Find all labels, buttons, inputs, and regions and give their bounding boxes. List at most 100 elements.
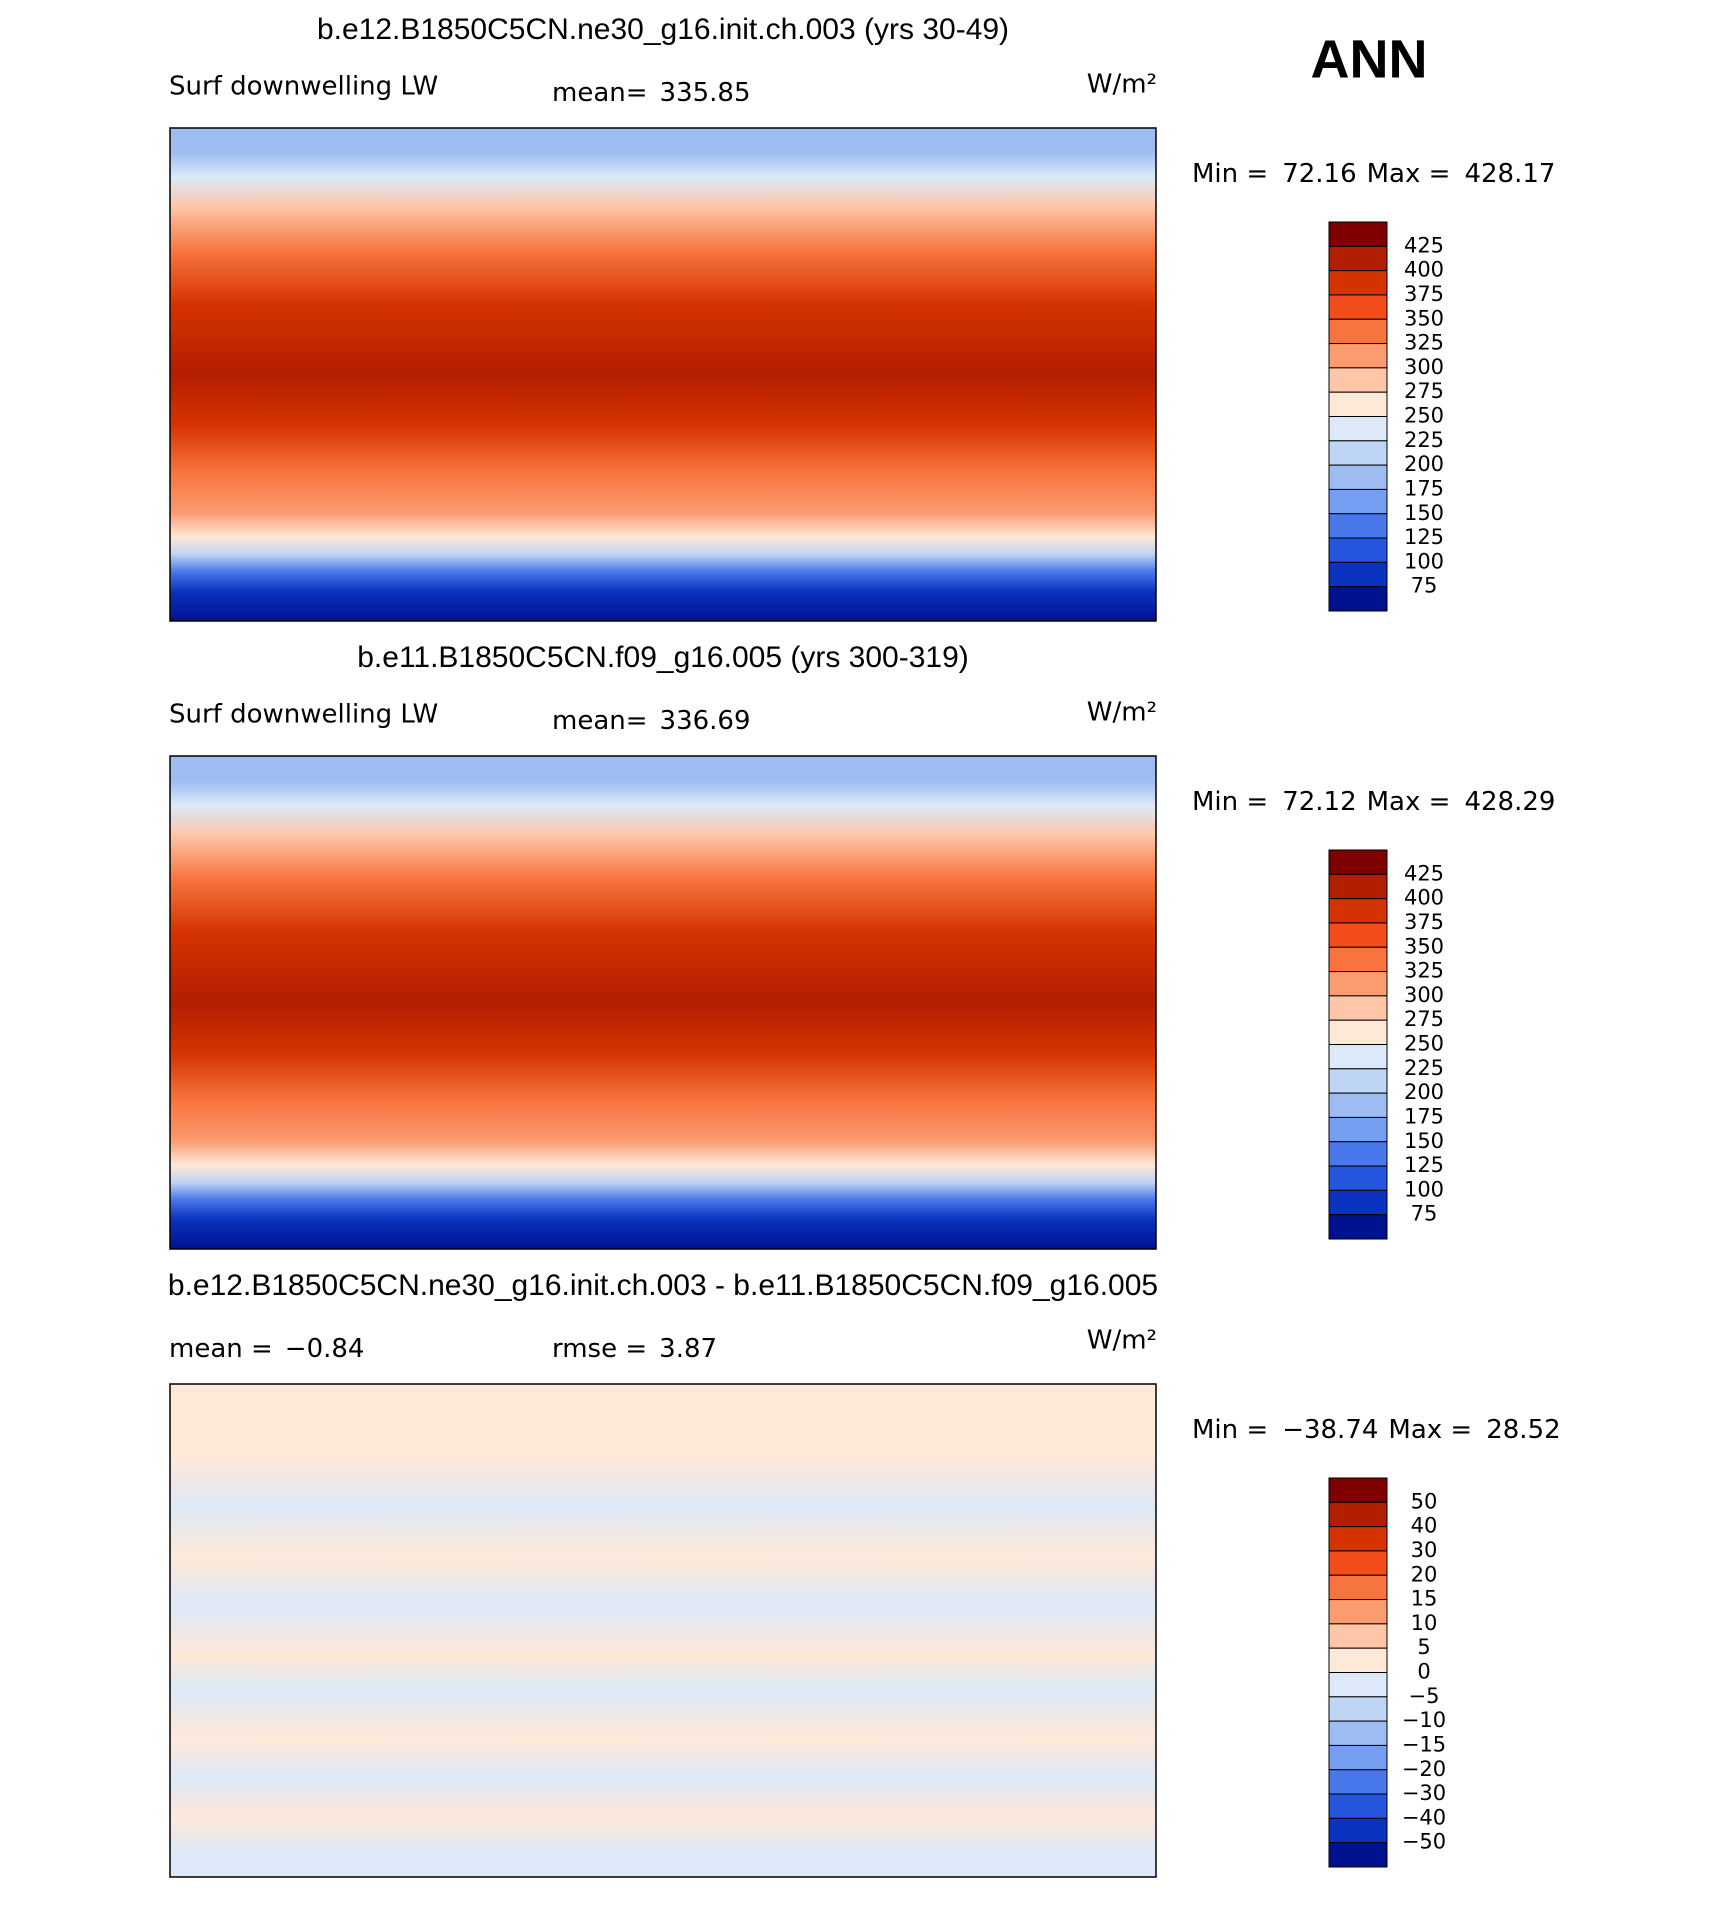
colorbar-box bbox=[1328, 367, 1388, 393]
colorbar-label: 325 bbox=[1404, 959, 1444, 983]
stat-label: mean= bbox=[552, 78, 648, 108]
colorbar-box bbox=[1328, 1165, 1388, 1191]
colorbar-label: 30 bbox=[1411, 1538, 1438, 1562]
colorbar-box bbox=[1328, 586, 1388, 612]
colorbar-box bbox=[1328, 391, 1388, 417]
stat-value: 335.85 bbox=[660, 78, 751, 108]
colorbar-box bbox=[1328, 849, 1388, 875]
min-max: Min = 72.16 Max = 428.17 bbox=[1192, 159, 1555, 189]
stat-label: mean= bbox=[552, 706, 648, 736]
colorbar-label: −30 bbox=[1402, 1781, 1446, 1805]
colorbar-label: −20 bbox=[1402, 1757, 1446, 1781]
colorbar-box bbox=[1328, 873, 1388, 900]
colorbar-box bbox=[1328, 561, 1388, 588]
colorbar-label: 375 bbox=[1404, 910, 1444, 934]
colorbar-label: −40 bbox=[1402, 1805, 1446, 1829]
variable-label: Surf downwelling LW bbox=[169, 72, 438, 102]
colorbar-box bbox=[1328, 1019, 1388, 1045]
colorbar-label: 300 bbox=[1404, 983, 1444, 1007]
colorbar-box bbox=[1328, 416, 1388, 442]
colorbar-box bbox=[1328, 1817, 1388, 1844]
colorbar-label: 10 bbox=[1411, 1611, 1438, 1635]
colorbar-label: 325 bbox=[1404, 331, 1444, 355]
colorbar-label: 175 bbox=[1404, 1104, 1444, 1128]
colorbar-box bbox=[1328, 1044, 1388, 1070]
colorbar-label: 300 bbox=[1404, 355, 1444, 379]
colorbar-box bbox=[1328, 922, 1388, 948]
min-label: Min = bbox=[1192, 159, 1268, 189]
colorbar-label: −50 bbox=[1402, 1830, 1446, 1854]
stat-value: −0.84 bbox=[285, 1334, 365, 1364]
colorbar-box bbox=[1328, 343, 1388, 369]
max-value: 428.29 bbox=[1464, 787, 1555, 817]
map-field bbox=[169, 755, 1157, 1250]
colorbar-box bbox=[1328, 1647, 1388, 1673]
colorbar-label: 225 bbox=[1404, 428, 1444, 452]
colorbar-box bbox=[1328, 245, 1388, 272]
colorbar-label: 250 bbox=[1404, 1032, 1444, 1056]
colorbar-label: 425 bbox=[1404, 233, 1444, 257]
colorbar-label: −10 bbox=[1402, 1708, 1446, 1732]
variable-label: Surf downwelling LW bbox=[169, 700, 438, 730]
min-value: 72.12 bbox=[1282, 787, 1356, 817]
colorbar-box bbox=[1328, 1214, 1388, 1240]
colorbar-box bbox=[1328, 1793, 1388, 1819]
colorbar-box bbox=[1328, 1574, 1388, 1601]
colorbar-box bbox=[1328, 294, 1388, 320]
colorbar-box bbox=[1328, 946, 1388, 973]
max-value: 28.52 bbox=[1486, 1415, 1560, 1445]
max-value: 428.17 bbox=[1464, 159, 1555, 189]
colorbar-label: 350 bbox=[1404, 934, 1444, 958]
colorbar-label: 400 bbox=[1404, 258, 1444, 282]
colorbar-label: −5 bbox=[1409, 1684, 1440, 1708]
colorbar-label: 20 bbox=[1411, 1562, 1438, 1586]
panel-title: b.e12.B1850C5CN.ne30_g16.init.ch.003 - b… bbox=[168, 1269, 1158, 1302]
colorbar-label: 400 bbox=[1404, 886, 1444, 910]
colorbar-label: −15 bbox=[1402, 1732, 1446, 1756]
stat-value: 3.87 bbox=[659, 1334, 717, 1364]
season-label: ANN bbox=[1311, 29, 1428, 89]
max-label: Max = bbox=[1388, 1415, 1472, 1445]
colorbar-label: 5 bbox=[1417, 1635, 1430, 1659]
units: W/m² bbox=[1087, 1326, 1157, 1356]
max-label: Max = bbox=[1367, 787, 1451, 817]
units: W/m² bbox=[1087, 698, 1157, 728]
colorbar-box bbox=[1328, 270, 1388, 296]
colorbar-box bbox=[1328, 971, 1388, 997]
colorbar-label: 0 bbox=[1417, 1660, 1430, 1684]
colorbar-label: 150 bbox=[1404, 501, 1444, 525]
colorbar-box bbox=[1328, 440, 1388, 466]
colorbar-box bbox=[1328, 1092, 1388, 1118]
colorbar-box bbox=[1328, 1623, 1388, 1649]
colorbar-label: 350 bbox=[1404, 306, 1444, 330]
colorbar-box bbox=[1328, 1672, 1388, 1698]
colorbar-label: 275 bbox=[1404, 1007, 1444, 1031]
colorbar-label: 175 bbox=[1404, 476, 1444, 500]
colorbar-box bbox=[1328, 513, 1388, 539]
colorbar-label: 200 bbox=[1404, 452, 1444, 476]
colorbar-box bbox=[1328, 1720, 1388, 1746]
colorbar-box bbox=[1328, 1141, 1388, 1167]
colorbar-box bbox=[1328, 995, 1388, 1021]
colorbar-box bbox=[1328, 1550, 1388, 1576]
colorbar-box bbox=[1328, 1526, 1388, 1552]
colorbar-label: 75 bbox=[1411, 1202, 1438, 1226]
colorbar-label: 40 bbox=[1411, 1514, 1438, 1538]
colorbar-label: 375 bbox=[1404, 282, 1444, 306]
colorbar-box bbox=[1328, 221, 1388, 247]
colorbar-box bbox=[1328, 1116, 1388, 1143]
colorbar-box bbox=[1328, 1068, 1388, 1094]
stat: mean = −0.84 bbox=[169, 1334, 364, 1364]
stat-label: rmse = bbox=[552, 1334, 647, 1364]
colorbar-box bbox=[1328, 1477, 1388, 1503]
colorbar-label: 50 bbox=[1411, 1489, 1438, 1513]
stat-label: mean = bbox=[169, 1334, 273, 1364]
stat: mean= 336.69 bbox=[552, 706, 751, 736]
colorbar-label: 225 bbox=[1404, 1056, 1444, 1080]
colorbar-box bbox=[1328, 537, 1388, 563]
colorbar-box bbox=[1328, 1744, 1388, 1771]
colorbar-label: 200 bbox=[1404, 1080, 1444, 1104]
colorbar-label: 100 bbox=[1404, 1177, 1444, 1201]
colorbar-label: 75 bbox=[1411, 574, 1438, 598]
colorbar-box bbox=[1328, 898, 1388, 924]
